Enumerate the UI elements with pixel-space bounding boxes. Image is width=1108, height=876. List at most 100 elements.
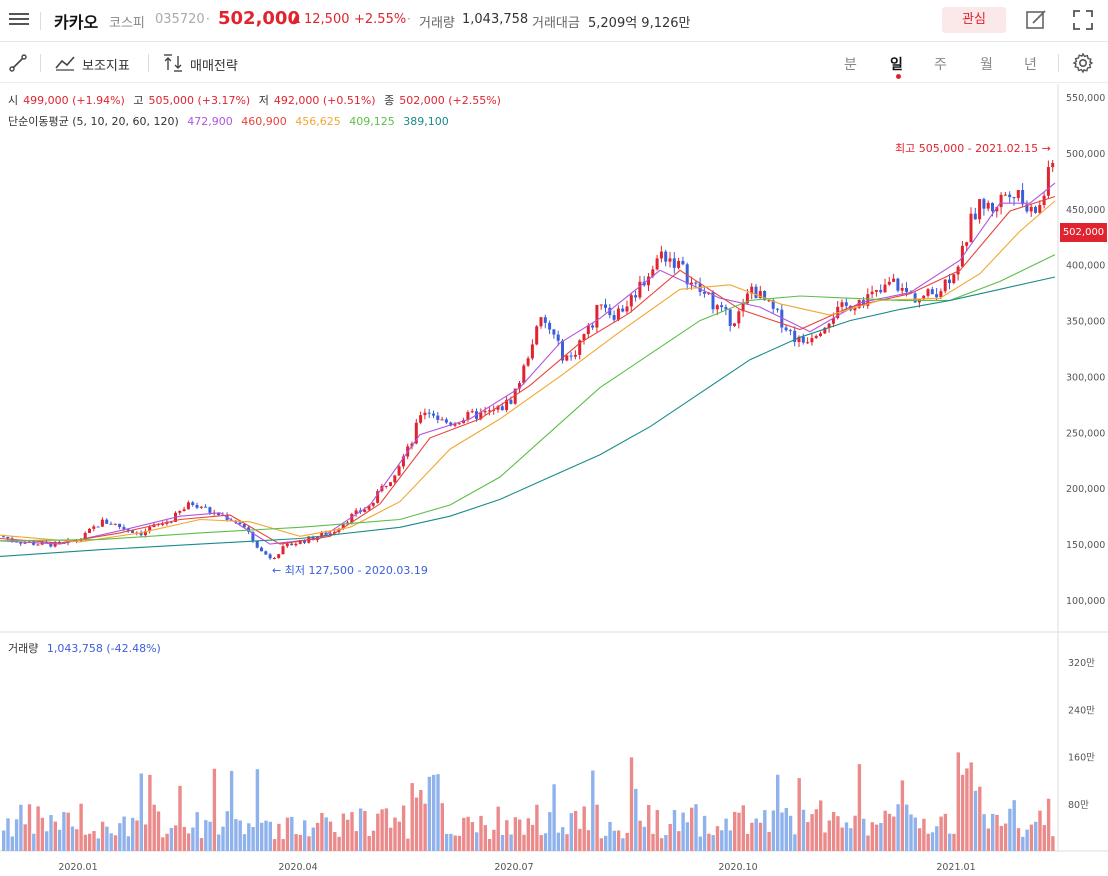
candle bbox=[1008, 191, 1012, 204]
ma-20-value: 456,625 bbox=[295, 115, 341, 128]
volume-bar bbox=[92, 831, 96, 851]
stock-code: 035720 bbox=[155, 12, 205, 27]
candle bbox=[900, 283, 904, 295]
chart-area[interactable]: 550,000 500,000 450,000 400,000 350,000 300,0… bbox=[0, 84, 1108, 876]
volume-bar bbox=[1016, 828, 1021, 851]
candle bbox=[268, 553, 272, 560]
volume-bar bbox=[935, 826, 939, 851]
volume-bar bbox=[702, 815, 707, 851]
active-period-indicator bbox=[896, 74, 901, 79]
divider bbox=[40, 54, 41, 72]
volume-value: 1,043,758 bbox=[462, 12, 529, 27]
volume-bar bbox=[737, 812, 741, 851]
edit-icon[interactable] bbox=[1025, 9, 1047, 31]
volume-bar bbox=[251, 826, 255, 851]
volume-bar bbox=[414, 797, 419, 851]
volume-bar bbox=[303, 820, 307, 851]
volume-bar bbox=[440, 803, 444, 851]
volume-bar bbox=[113, 835, 118, 851]
volume-bar bbox=[10, 836, 14, 851]
volume-bar bbox=[728, 830, 733, 851]
candle bbox=[105, 518, 109, 524]
market-label: 코스피 bbox=[109, 16, 145, 31]
trade-strategy-button[interactable]: 매매전략 bbox=[190, 59, 238, 74]
volume-bar bbox=[1046, 798, 1051, 851]
volume-bar bbox=[500, 834, 505, 851]
volume-bar bbox=[694, 804, 698, 851]
volume-bar bbox=[917, 828, 922, 851]
indicator-icon[interactable] bbox=[54, 54, 76, 72]
candle bbox=[621, 304, 625, 313]
candle bbox=[92, 524, 96, 532]
volume-bar bbox=[238, 820, 242, 851]
candle bbox=[354, 507, 358, 517]
volume-bar bbox=[70, 826, 75, 851]
volume-bar bbox=[100, 821, 105, 851]
volume-bar bbox=[475, 832, 479, 851]
volume-bar bbox=[367, 835, 371, 851]
candle bbox=[277, 553, 281, 559]
volume-bar bbox=[509, 834, 513, 851]
period-month[interactable]: 월 bbox=[980, 57, 993, 73]
period-year[interactable]: 년 bbox=[1024, 57, 1037, 73]
volume-bar bbox=[819, 800, 823, 851]
volume-bar bbox=[999, 825, 1003, 851]
price-tick-label: 500,000 bbox=[1066, 149, 1105, 160]
settings-gear-icon[interactable] bbox=[1072, 52, 1094, 74]
volume-bar bbox=[642, 826, 647, 851]
price-chart[interactable]: 550,000 500,000 450,000 400,000 350,000 300,0… bbox=[0, 84, 1108, 876]
volume-bar bbox=[733, 811, 737, 851]
candle bbox=[926, 288, 930, 298]
volume-bar bbox=[530, 824, 535, 851]
volume-bar bbox=[14, 819, 19, 851]
ma-10-value: 460,900 bbox=[241, 115, 287, 128]
volume-bar bbox=[1042, 825, 1046, 851]
draw-line-icon[interactable] bbox=[9, 54, 27, 72]
high-value: 505,000 (+3.17%) bbox=[148, 94, 251, 107]
volume-bar bbox=[793, 834, 797, 851]
candle bbox=[608, 304, 612, 319]
volume-bar bbox=[466, 816, 470, 851]
candle bbox=[470, 408, 474, 414]
candle bbox=[978, 199, 982, 224]
candle bbox=[535, 325, 539, 346]
volume-bar bbox=[199, 838, 204, 851]
volume-bar bbox=[948, 833, 952, 851]
volume-panel-value: 1,043,758 (-42.48%) bbox=[46, 642, 161, 655]
volume-bar bbox=[965, 768, 969, 851]
candle bbox=[419, 411, 423, 425]
period-minute[interactable]: 분 bbox=[844, 57, 857, 73]
volume-bar bbox=[823, 832, 827, 851]
volume-bar bbox=[294, 834, 298, 851]
period-day[interactable]: 일 bbox=[890, 57, 903, 73]
candle bbox=[376, 489, 380, 504]
trade-strategy-icon[interactable] bbox=[162, 53, 184, 73]
candle bbox=[694, 281, 698, 287]
volume-bar bbox=[333, 832, 337, 851]
favorite-button[interactable]: 관심 bbox=[942, 7, 1006, 33]
ma-5-value: 472,900 bbox=[187, 115, 233, 128]
period-week[interactable]: 주 bbox=[934, 57, 947, 73]
candle bbox=[681, 256, 685, 266]
volume-bar bbox=[169, 828, 174, 851]
volume-bar bbox=[307, 836, 311, 851]
candle bbox=[668, 251, 672, 268]
volume-bar bbox=[797, 778, 801, 851]
time-tick-label: 2020.07 bbox=[494, 862, 533, 873]
volume-bar bbox=[479, 815, 483, 851]
volume-bar bbox=[423, 803, 427, 851]
volume-bar bbox=[217, 834, 221, 851]
candle bbox=[436, 412, 440, 424]
volume-bar bbox=[883, 810, 887, 851]
ma-legend: 단순이동평균 (5, 10, 20, 60, 120) 472,900 460,… bbox=[8, 113, 454, 129]
menu-icon[interactable] bbox=[9, 10, 29, 30]
volume-bar bbox=[260, 822, 264, 851]
candle bbox=[883, 278, 887, 293]
volume-bar bbox=[350, 812, 354, 851]
candle bbox=[591, 322, 595, 330]
indicator-button[interactable]: 보조지표 bbox=[82, 59, 130, 74]
price-tick-label: 400,000 bbox=[1066, 261, 1105, 272]
volume-bar bbox=[88, 833, 92, 851]
fullscreen-icon[interactable] bbox=[1072, 9, 1094, 31]
candle bbox=[393, 474, 397, 485]
